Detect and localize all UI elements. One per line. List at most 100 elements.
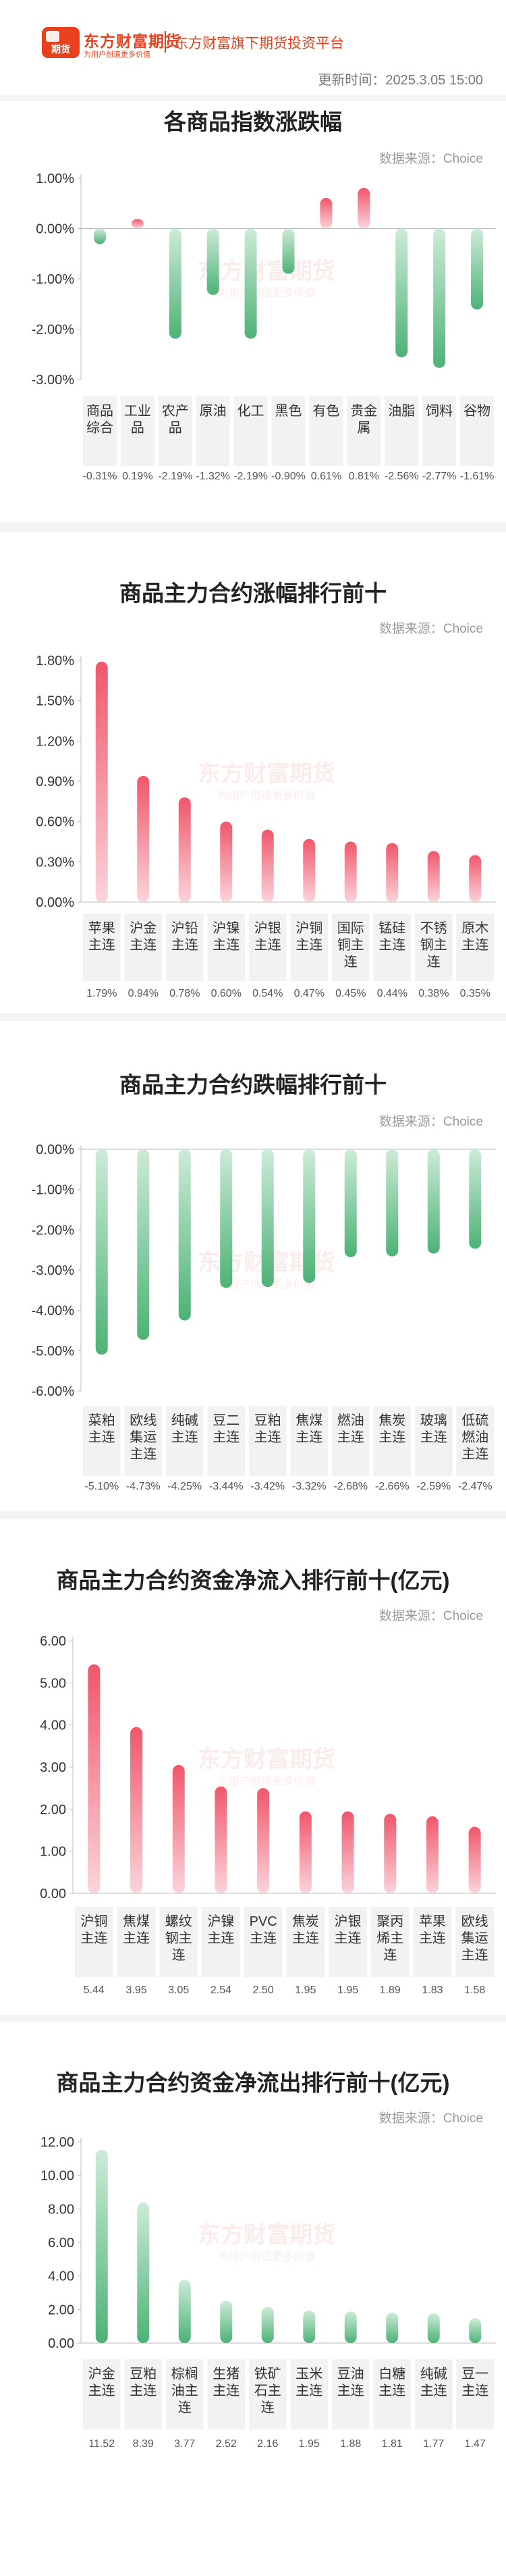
watermark-slogan: 为用户创造更多价值 bbox=[218, 789, 315, 801]
y-tick-label: 0.00 bbox=[48, 2336, 74, 2351]
category-label-box bbox=[166, 914, 204, 981]
y-tick-label: -4.00% bbox=[32, 1304, 75, 1319]
category-label-box bbox=[415, 914, 453, 981]
y-tick-label: 4.00 bbox=[40, 1718, 66, 1733]
chart-card-top-losers: 商品主力合约跌幅排行前十 数据来源：Choice 东方财富期货为用户创造更多价值… bbox=[0, 1021, 506, 1511]
category-label-box bbox=[233, 396, 268, 466]
value-label: 0.94% bbox=[128, 988, 159, 999]
y-tick-label: 6.00 bbox=[40, 1634, 66, 1649]
bar bbox=[303, 839, 316, 902]
bar bbox=[344, 1149, 357, 1257]
category-label: 纯碱主连 bbox=[420, 2366, 447, 2398]
y-tick-label: 1.00% bbox=[36, 172, 74, 186]
bar bbox=[178, 2280, 191, 2343]
watermark-slogan: 为用户创造更多价值 bbox=[218, 287, 315, 299]
brand-divider bbox=[165, 31, 166, 53]
value-label: 1.95 bbox=[295, 1984, 316, 1996]
category-label: 商品综合 bbox=[86, 403, 113, 436]
category-label-box bbox=[460, 396, 494, 466]
category-label-box bbox=[207, 914, 245, 981]
bar bbox=[303, 1149, 316, 1284]
category-label: 沪金主连 bbox=[130, 920, 157, 953]
value-label: -2.19% bbox=[233, 471, 268, 482]
value-label: 0.47% bbox=[294, 988, 325, 999]
category-label-box bbox=[413, 1907, 452, 1977]
bar bbox=[344, 841, 357, 902]
category-label: 豆粕主连 bbox=[130, 2366, 157, 2398]
category-label: 纯碱主连 bbox=[171, 1413, 198, 1445]
category-label-box bbox=[347, 396, 381, 466]
value-label: 0.61% bbox=[311, 471, 341, 482]
category-label-box bbox=[385, 396, 419, 466]
category-label: 聚丙烯主连 bbox=[376, 1914, 403, 1963]
update-time: 更新时间：2025.3.05 15:00 bbox=[318, 73, 483, 88]
category-label: 有色 bbox=[312, 403, 339, 419]
category-label: 苹果主连 bbox=[88, 920, 115, 953]
category-label-box bbox=[207, 2359, 245, 2429]
y-tick-label: 3.00 bbox=[40, 1760, 66, 1775]
watermark-text: 东方财富期货 bbox=[198, 1746, 335, 1772]
category-label: 黑色 bbox=[275, 403, 302, 419]
value-label: -3.42% bbox=[250, 1481, 285, 1492]
value-label: 2.52 bbox=[216, 2438, 237, 2450]
category-label: 沪银主连 bbox=[254, 920, 281, 953]
category-label: 焦煤主连 bbox=[123, 1914, 150, 1946]
value-label: -2.66% bbox=[375, 1481, 410, 1492]
category-label: 燃油主连 bbox=[337, 1413, 364, 1445]
value-label: -1.61% bbox=[460, 471, 495, 482]
value-label: -5.10% bbox=[84, 1481, 119, 1492]
value-label: 0.54% bbox=[252, 988, 283, 999]
category-label: 农产品 bbox=[162, 403, 189, 436]
category-label-box bbox=[271, 396, 306, 466]
value-label: 1.89 bbox=[380, 1984, 401, 1996]
category-label: 贵金属 bbox=[350, 403, 377, 436]
y-tick-label: 0.60% bbox=[36, 815, 74, 830]
bar bbox=[137, 1149, 150, 1340]
category-label-box bbox=[332, 1406, 370, 1476]
chart-card-net-inflow: 商品主力合约资金净流入排行前十(亿元) 数据来源：Choice 东方财富期货 为用… bbox=[0, 1519, 506, 2015]
category-label-box bbox=[456, 2359, 494, 2429]
category-label-box bbox=[249, 2359, 287, 2429]
chart-title: 商品主力合约资金净流出排行前十(亿元) bbox=[56, 2070, 450, 2095]
value-label: 0.38% bbox=[418, 988, 449, 999]
y-tick-label: -6.00% bbox=[32, 1384, 75, 1399]
value-label: 1.95 bbox=[299, 2438, 320, 2450]
y-tick-label: -1.00% bbox=[32, 1183, 75, 1198]
category-label-box bbox=[166, 2359, 204, 2429]
bar bbox=[137, 776, 150, 902]
y-tick-label: 4.00 bbox=[48, 2269, 74, 2284]
bar bbox=[471, 228, 484, 310]
category-label: 原油 bbox=[200, 403, 227, 419]
bar bbox=[303, 2310, 316, 2343]
value-label: -0.31% bbox=[83, 471, 117, 482]
bar bbox=[386, 1149, 399, 1257]
bar bbox=[427, 851, 440, 902]
brand-name: 东方财富期货 bbox=[84, 32, 181, 50]
y-tick-label: 0.90% bbox=[36, 774, 74, 789]
bar bbox=[384, 1814, 397, 1893]
bar bbox=[426, 1816, 439, 1893]
watermark-text: 东方财富期货 bbox=[198, 2222, 335, 2248]
y-tick-label: 10.00 bbox=[40, 2169, 74, 2184]
y-tick-label: 1.20% bbox=[36, 734, 74, 749]
value-label: 0.81% bbox=[349, 471, 379, 482]
category-label-box bbox=[124, 914, 162, 981]
category-label-box bbox=[373, 914, 411, 981]
logo-text: 期货 bbox=[51, 44, 70, 55]
bar bbox=[95, 661, 108, 902]
chart-title: 各商品指数涨跌幅 bbox=[164, 109, 342, 134]
category-label: 焦炭主连 bbox=[378, 1413, 405, 1445]
category-label: 原木主连 bbox=[461, 920, 488, 953]
bar bbox=[261, 2307, 274, 2343]
value-label: 1.95 bbox=[337, 1984, 358, 1996]
value-label: -2.59% bbox=[416, 1481, 451, 1492]
category-label: 沪镍主连 bbox=[207, 1914, 234, 1946]
value-label: 5.44 bbox=[84, 1984, 105, 1996]
category-label-box bbox=[415, 2359, 453, 2429]
value-label: 0.60% bbox=[211, 988, 242, 999]
category-label: 低硫燃油主连 bbox=[461, 1413, 488, 1462]
value-label: 0.19% bbox=[122, 471, 152, 482]
y-tick-label: 8.00 bbox=[48, 2202, 74, 2217]
